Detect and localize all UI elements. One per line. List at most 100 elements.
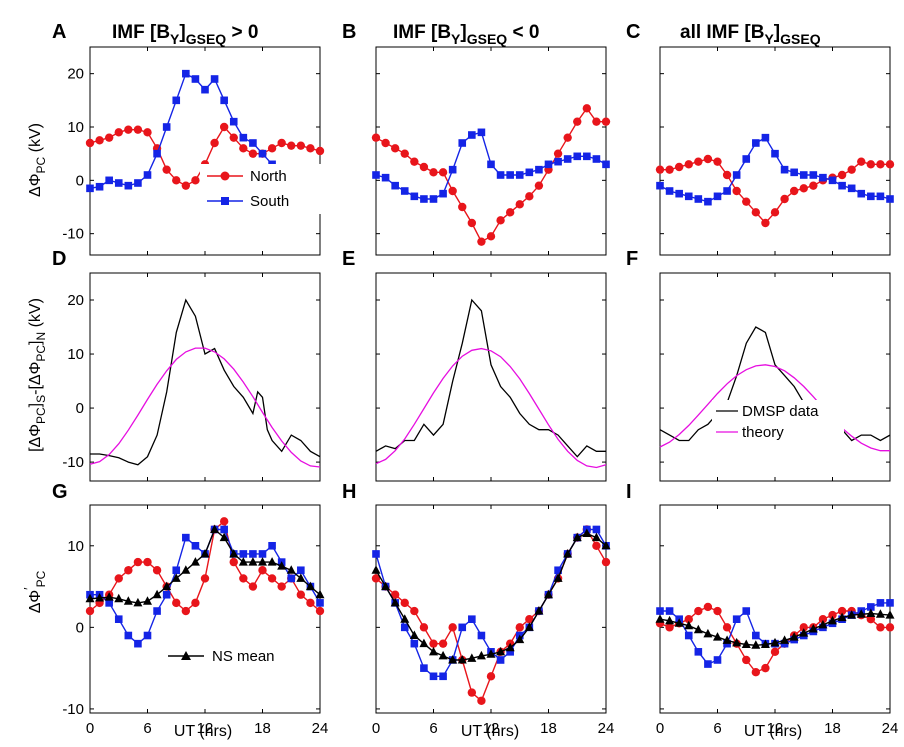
legend-nsmean-label: NS mean (212, 648, 275, 665)
point-south (799, 171, 808, 179)
point-north (152, 566, 162, 575)
point-south (439, 189, 447, 198)
point-south (554, 566, 562, 575)
point-north (799, 623, 808, 632)
point-north (505, 208, 515, 217)
point-ns-mean (296, 573, 306, 582)
point-ns-mean (190, 557, 200, 566)
point-south (809, 171, 818, 179)
point-north (563, 133, 572, 142)
point-south (372, 550, 380, 558)
point-south (554, 157, 562, 166)
point-ns-mean (655, 614, 665, 623)
point-south (742, 155, 751, 163)
panel-frame (89, 272, 321, 482)
point-ns-mean (601, 540, 611, 550)
panel-frame (375, 46, 607, 256)
point-ns-mean (219, 532, 229, 542)
point-south (684, 192, 693, 201)
point-south (372, 171, 380, 179)
point-north (114, 128, 123, 137)
ytick-label: 10 (67, 346, 84, 363)
point-north (573, 117, 582, 126)
point-north (85, 606, 95, 616)
point-north (448, 623, 457, 632)
panel-label-G: G (52, 481, 68, 503)
point-south (201, 85, 209, 94)
point-south (191, 75, 200, 83)
point-south (867, 603, 875, 611)
point-ns-mean (582, 528, 592, 538)
xtick-label: 6 (143, 720, 151, 737)
point-north (703, 602, 713, 612)
point-north (713, 606, 722, 616)
panel-frame (375, 504, 607, 714)
point-south (105, 599, 113, 607)
point-south (656, 607, 664, 615)
point-north (104, 133, 114, 142)
point-south (828, 176, 837, 185)
point-north (742, 197, 751, 206)
point-north (601, 557, 611, 567)
panel-F (659, 272, 891, 482)
point-south (220, 96, 228, 105)
point-ns-mean (315, 589, 325, 599)
point-ns-mean (133, 597, 143, 607)
xtick-label: 12 (483, 720, 500, 737)
xtick-label: 18 (540, 720, 557, 737)
ylabel-row3: ΔΦ′PC (21, 570, 48, 613)
series-line-ns-mean (89, 528, 321, 604)
legend-ns-mean: NS mean (168, 648, 275, 665)
point-north (486, 672, 496, 681)
point-north (684, 160, 693, 169)
point-north (239, 574, 248, 583)
point-south (105, 176, 113, 185)
point-south (420, 195, 428, 203)
point-south (713, 192, 722, 201)
point-north (143, 128, 152, 137)
point-ns-mean (524, 622, 534, 631)
point-ns-mean (171, 573, 181, 582)
point-south (114, 615, 123, 623)
point-north (837, 170, 847, 180)
point-south (258, 550, 267, 558)
point-ns-mean (162, 581, 172, 591)
point-ns-mean (722, 635, 732, 644)
point-north (429, 168, 438, 177)
point-north (818, 614, 828, 624)
point-ns-mean (534, 606, 544, 615)
point-north (239, 144, 248, 153)
point-south (592, 525, 601, 534)
panel-frame (89, 504, 321, 714)
series-line-theory (659, 364, 890, 452)
point-south (487, 160, 495, 169)
point-south (172, 566, 181, 575)
point-north (200, 574, 210, 583)
point-ns-mean (818, 619, 828, 629)
point-south (182, 69, 190, 78)
legend-dmsp-label: DMSP data (742, 403, 819, 420)
panel-label-I: I (626, 481, 632, 503)
point-north (876, 623, 885, 632)
point-south (410, 639, 419, 648)
point-north (525, 614, 534, 624)
point-north (799, 184, 808, 193)
point-north (133, 125, 143, 134)
point-north (143, 557, 152, 567)
point-south (515, 171, 524, 179)
point-south (210, 75, 219, 83)
panel-A: -10 0 10 20 (62, 46, 325, 256)
point-ns-mean (277, 561, 287, 570)
point-south (220, 525, 228, 534)
point-ns-mean (875, 609, 885, 618)
point-south (684, 631, 693, 640)
point-north (85, 138, 95, 148)
point-south (886, 195, 894, 203)
point-south (477, 631, 486, 640)
point-ns-mean (760, 639, 770, 648)
point-ns-mean (572, 532, 582, 542)
ytick-label: 0 (76, 400, 84, 417)
point-north (847, 165, 856, 174)
point-south (95, 182, 104, 191)
point-north (181, 181, 191, 190)
